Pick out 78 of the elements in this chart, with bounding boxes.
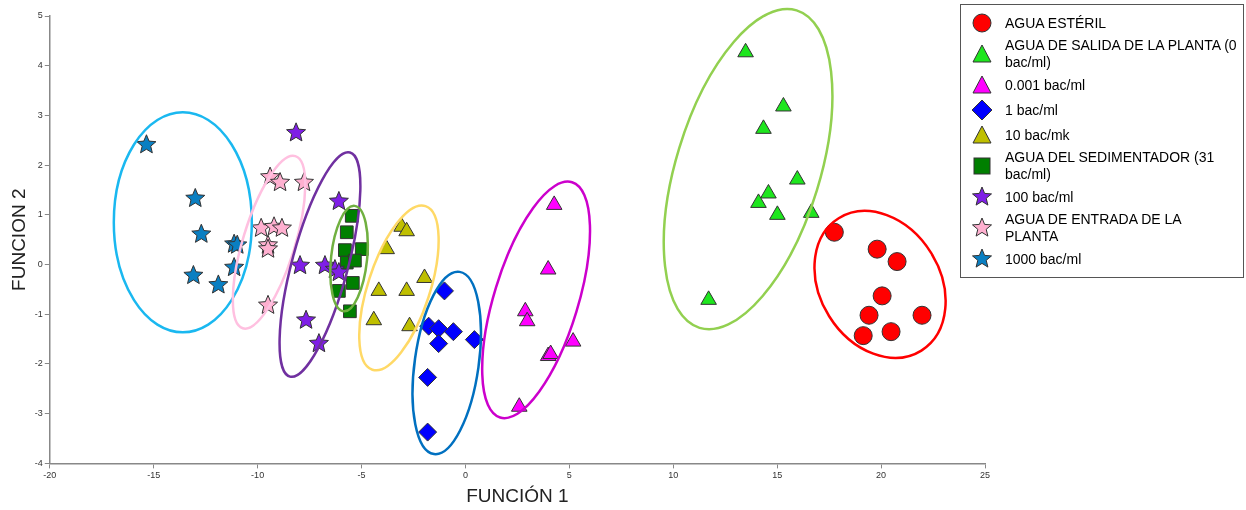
legend-label: AGUA DE ENTRADA DE LA PLANTA xyxy=(1005,211,1183,245)
point xyxy=(345,276,360,290)
point xyxy=(824,222,844,242)
y-tick-label: 1 xyxy=(37,209,43,220)
point xyxy=(760,183,777,199)
point xyxy=(853,326,873,346)
point xyxy=(328,190,349,211)
point xyxy=(775,96,792,112)
point xyxy=(750,193,767,208)
y-tick-label: 0 xyxy=(37,259,43,270)
point xyxy=(185,187,206,208)
point xyxy=(296,309,317,329)
point xyxy=(539,260,557,275)
x-tick-label: 15 xyxy=(772,470,783,481)
point xyxy=(769,205,786,220)
legend-label: AGUA DE SALIDA DE LA PLANTA (0 bac/ml) xyxy=(1005,37,1237,71)
x-tick-label: 20 xyxy=(876,470,887,481)
point xyxy=(443,322,463,342)
point xyxy=(270,172,291,192)
legend-label: 100 bac/ml xyxy=(1005,188,1074,206)
point xyxy=(867,239,887,259)
point xyxy=(429,334,449,354)
x-tick-label: 25 xyxy=(979,470,991,481)
y-tick-label: 3 xyxy=(37,109,43,120)
point xyxy=(881,322,901,342)
point xyxy=(464,330,484,350)
y-tick-label: 4 xyxy=(37,60,43,71)
y-tick-label: -4 xyxy=(34,457,43,468)
point xyxy=(872,286,892,306)
point xyxy=(429,319,449,339)
point xyxy=(755,119,772,134)
x-tick-label: -10 xyxy=(251,470,265,481)
point xyxy=(398,281,415,296)
point xyxy=(418,367,438,387)
y-tick-label: -3 xyxy=(34,408,43,419)
point xyxy=(912,305,932,325)
legend-label: AGUA DEL SEDIMENTADOR (31 bac/ml) xyxy=(1005,149,1216,183)
point xyxy=(564,332,582,347)
y-tick-label: 2 xyxy=(37,159,43,170)
point xyxy=(271,217,292,237)
point xyxy=(136,134,157,154)
point xyxy=(290,255,311,275)
point xyxy=(191,223,212,243)
legend-label: 0.001 bac/ml xyxy=(1005,76,1086,94)
point xyxy=(416,268,433,283)
point xyxy=(365,310,383,326)
legend-label: 10 bac/mk xyxy=(1005,126,1070,144)
point xyxy=(338,243,352,257)
point xyxy=(887,252,907,272)
point xyxy=(401,316,418,332)
point xyxy=(183,264,204,285)
x-tick-label: 0 xyxy=(462,470,468,481)
point xyxy=(700,290,717,305)
point xyxy=(859,305,879,325)
point xyxy=(545,195,563,210)
point xyxy=(518,311,536,327)
point xyxy=(208,274,229,294)
x-tick-label: -5 xyxy=(357,470,366,481)
x-axis-title: FUNCIÓN 1 xyxy=(466,484,569,506)
legend-label: 1 bac/ml xyxy=(1005,101,1058,119)
y-tick-label: -2 xyxy=(34,358,43,369)
x-tick-label: -15 xyxy=(147,470,161,481)
y-tick-label: -1 xyxy=(34,308,43,319)
point xyxy=(370,281,388,296)
x-tick-label: 10 xyxy=(668,470,679,481)
point xyxy=(286,122,307,142)
point xyxy=(789,170,806,185)
y-tick-label: 5 xyxy=(37,10,43,21)
point xyxy=(398,221,415,237)
y-axis-title: FUNCION 2 xyxy=(7,188,29,291)
x-tick-label: -20 xyxy=(43,470,57,481)
legend-label: AGUA ESTÉRIL xyxy=(1005,14,1107,32)
x-tick-label: 5 xyxy=(566,470,572,481)
point xyxy=(339,225,354,240)
legend-label: 1000 bac/ml xyxy=(1005,250,1082,268)
point xyxy=(418,422,438,442)
point xyxy=(434,281,454,301)
point xyxy=(737,42,754,58)
